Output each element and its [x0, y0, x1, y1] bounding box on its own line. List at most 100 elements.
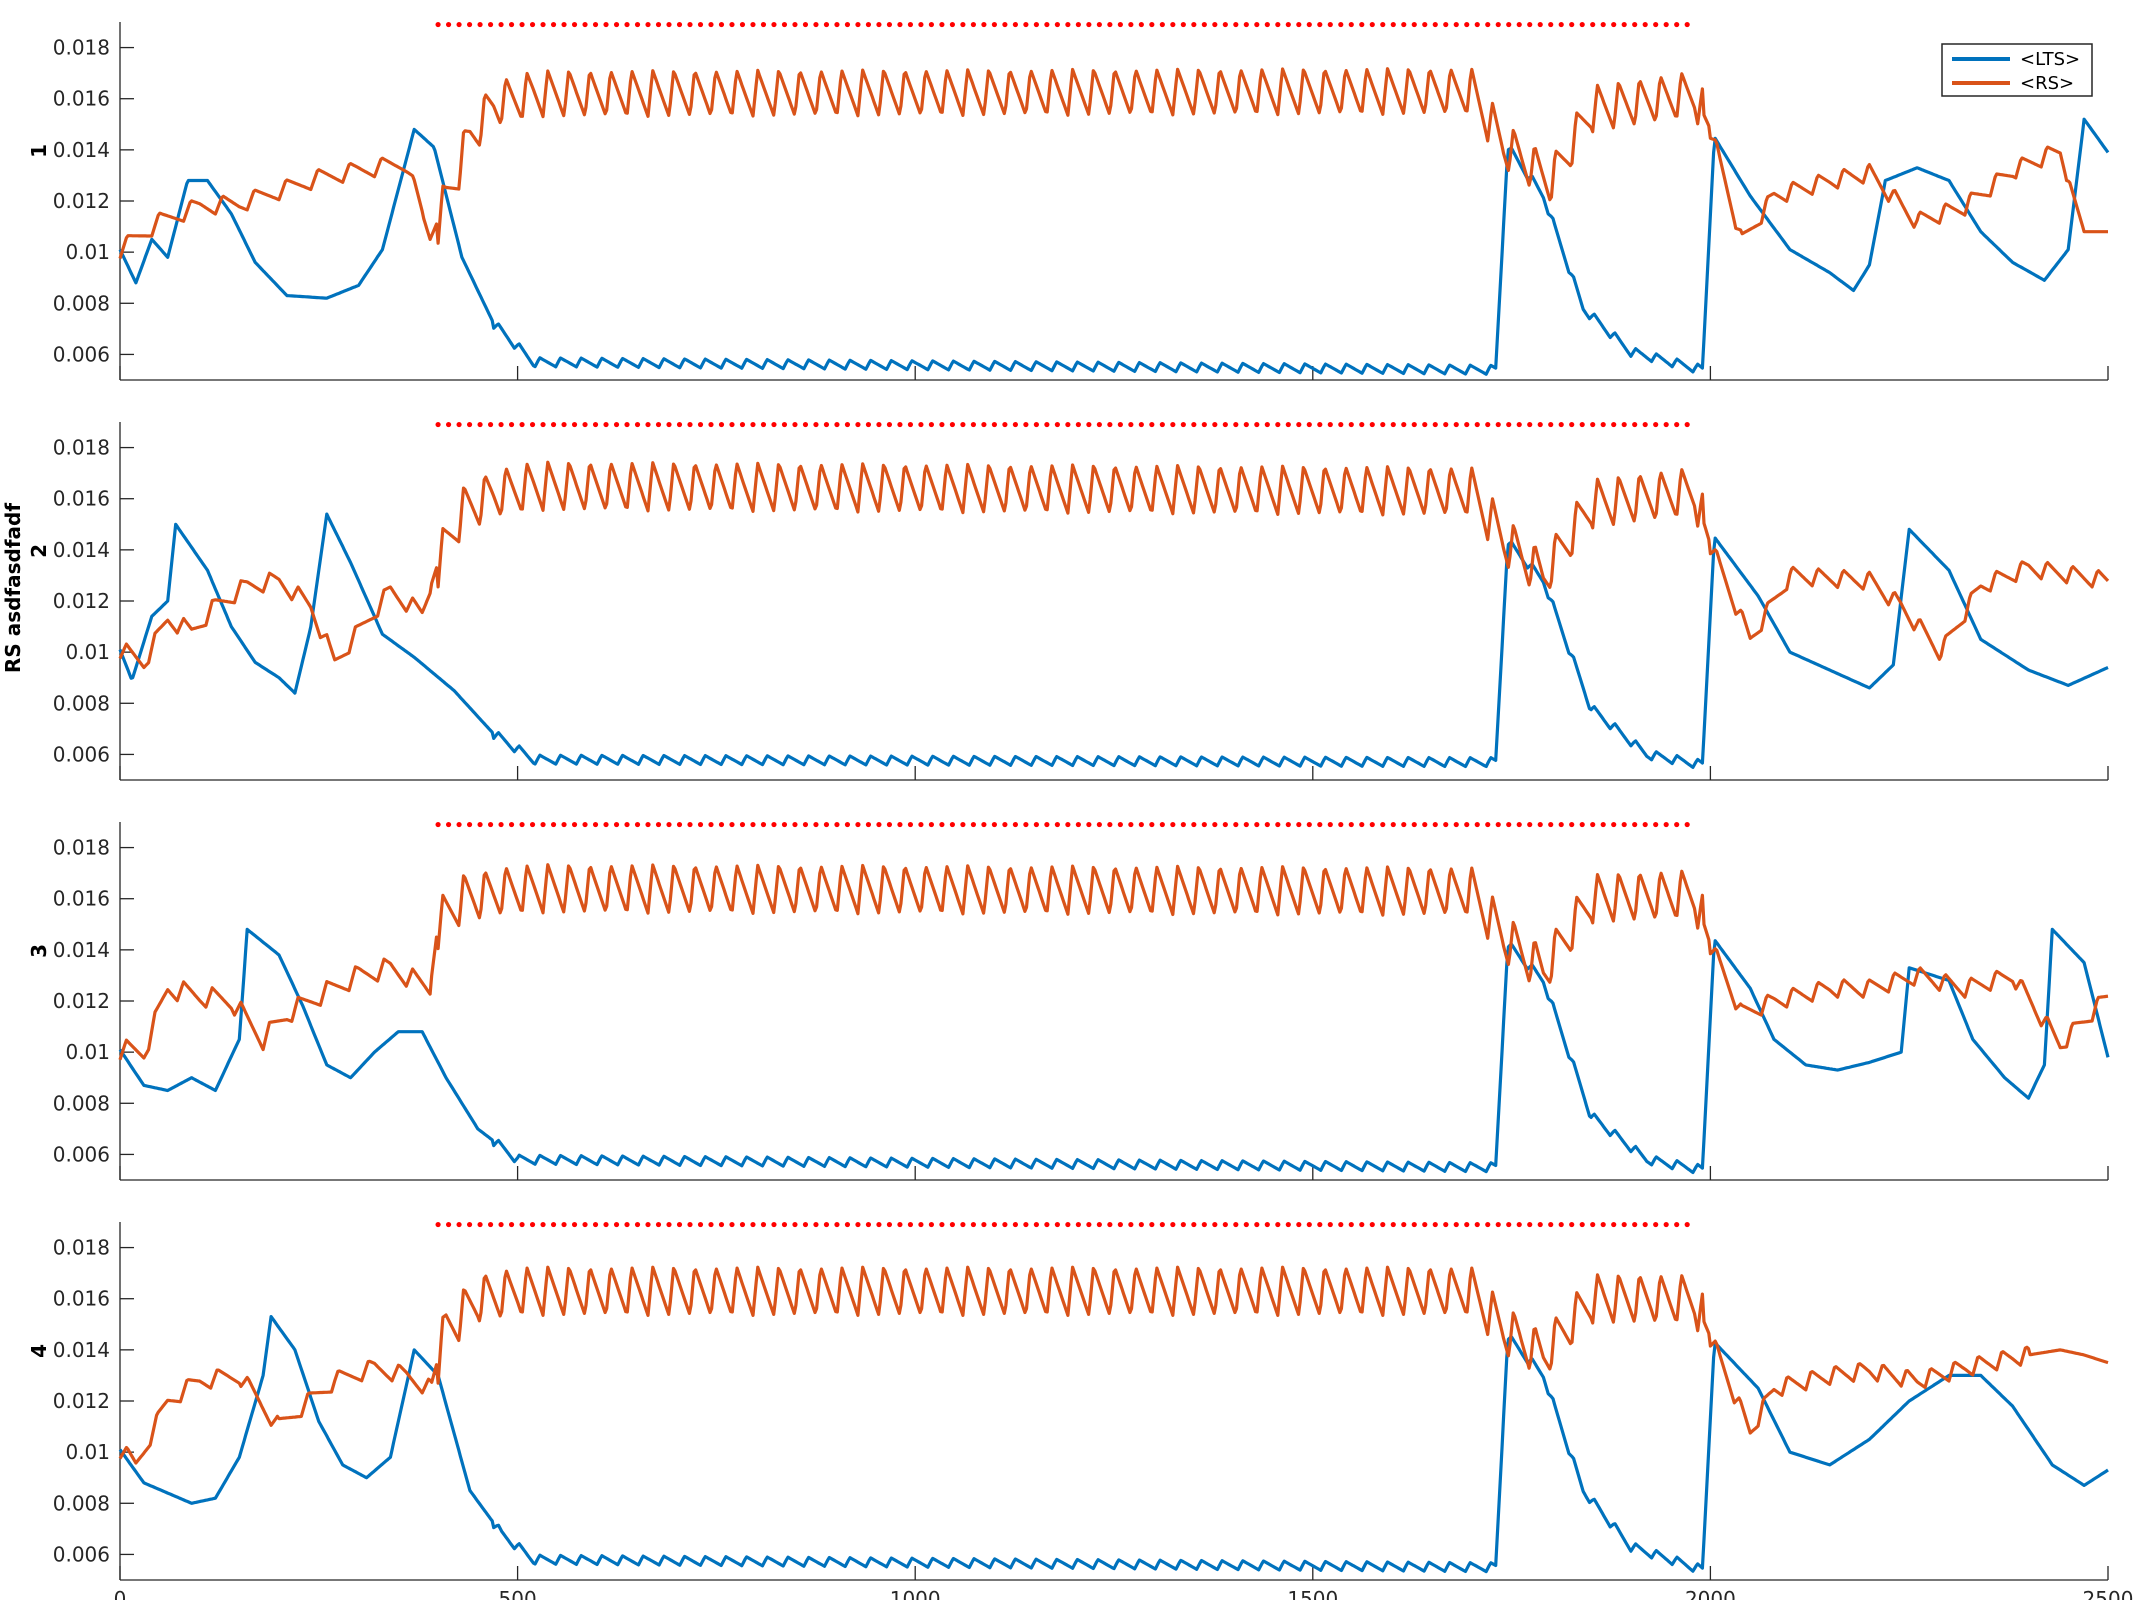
- stim-marker: [1275, 422, 1280, 427]
- stim-marker: [1527, 1222, 1532, 1227]
- stim-marker: [603, 422, 608, 427]
- stim-marker: [477, 1222, 482, 1227]
- stim-marker: [614, 1222, 619, 1227]
- stim-marker: [540, 822, 545, 827]
- stim-marker: [1601, 22, 1606, 27]
- stim-marker: [1412, 422, 1417, 427]
- stim-marker: [1265, 422, 1270, 427]
- stim-marker: [981, 422, 986, 427]
- stim-marker: [1139, 822, 1144, 827]
- stim-marker: [1212, 22, 1217, 27]
- stim-marker: [1464, 422, 1469, 427]
- stim-marker: [1023, 22, 1028, 27]
- panel-2: 0.006 0.008 0.01 0.012 0.014 0.016 0.018 2: [27, 422, 2108, 780]
- stim-marker: [1317, 1222, 1322, 1227]
- stim-marker: [1506, 22, 1511, 27]
- legend: <LTS> <RS>: [1942, 44, 2092, 96]
- stim-marker: [834, 422, 839, 427]
- stim-marker: [1118, 22, 1123, 27]
- stim-marker: [1065, 822, 1070, 827]
- stim-marker: [456, 1222, 461, 1227]
- stim-marker: [1296, 1222, 1301, 1227]
- stim-marker: [992, 822, 997, 827]
- stim-marker: [467, 822, 472, 827]
- stim-marker: [1338, 22, 1343, 27]
- stim-marker: [1527, 22, 1532, 27]
- stim-marker: [1086, 422, 1091, 427]
- stim-marker: [939, 1222, 944, 1227]
- stim-marker: [1202, 1222, 1207, 1227]
- stim-marker: [1349, 422, 1354, 427]
- stim-marker: [551, 422, 556, 427]
- stim-marker: [824, 22, 829, 27]
- panel-4: 0.0060.0080.010.0120.0140.0160.0180 500 10…: [27, 1222, 2133, 1600]
- stim-marker: [1328, 822, 1333, 827]
- stim-marker: [813, 422, 818, 427]
- stim-marker: [1076, 1222, 1081, 1227]
- stim-marker: [645, 1222, 650, 1227]
- stim-marker: [1517, 422, 1522, 427]
- stim-marker: [960, 22, 965, 27]
- stim-marker: [1454, 22, 1459, 27]
- stim-marker: [1223, 22, 1228, 27]
- stim-marker: [488, 822, 493, 827]
- stim-marker: [1580, 822, 1585, 827]
- stim-marker: [509, 1222, 514, 1227]
- stim-marker: [530, 1222, 535, 1227]
- stim-marker: [1580, 22, 1585, 27]
- stim-marker: [950, 1222, 955, 1227]
- stim-marker: [1160, 22, 1165, 27]
- panel-label: 1: [27, 144, 51, 158]
- y-axis-label: RS asdfasdfadf: [1, 503, 25, 673]
- stim-marker: [1023, 1222, 1028, 1227]
- stim-marker: [1149, 22, 1154, 27]
- stim-marker: [1611, 822, 1616, 827]
- y-tick-label: 0.006: [53, 1142, 110, 1166]
- stim-marker: [1338, 1222, 1343, 1227]
- stim-marker: [1632, 422, 1637, 427]
- stim-marker: [456, 422, 461, 427]
- stim-marker: [1664, 822, 1669, 827]
- stim-marker: [1632, 1222, 1637, 1227]
- y-tick-label: 0.018: [53, 836, 110, 860]
- stim-marker: [645, 422, 650, 427]
- stim-marker: [803, 1222, 808, 1227]
- y-tick-label: 0.018: [53, 436, 110, 460]
- stim-marker: [1013, 1222, 1018, 1227]
- stim-marker: [446, 22, 451, 27]
- stim-marker: [750, 422, 755, 427]
- stim-marker: [498, 822, 503, 827]
- series-rs: [120, 69, 2108, 259]
- series-lts: [120, 119, 2108, 374]
- stim-marker: [1580, 1222, 1585, 1227]
- stim-marker: [1128, 1222, 1133, 1227]
- stim-marker: [1160, 422, 1165, 427]
- y-tick-label: 0.014: [53, 1338, 110, 1362]
- stim-marker: [1202, 422, 1207, 427]
- stim-marker: [1370, 822, 1375, 827]
- stim-marker: [519, 422, 524, 427]
- panel-1: 0.006 0.008 0.01 0.012 0.014 0.016 0.018 1: [27, 22, 2108, 380]
- stim-marker: [824, 1222, 829, 1227]
- stim-marker: [1118, 822, 1123, 827]
- stim-marker: [1370, 1222, 1375, 1227]
- stim-marker: [488, 1222, 493, 1227]
- stim-marker: [1044, 822, 1049, 827]
- stim-marker: [1464, 1222, 1469, 1227]
- stim-marker: [477, 422, 482, 427]
- stim-marker: [1422, 1222, 1427, 1227]
- stim-marker: [1359, 422, 1364, 427]
- stim-marker: [1107, 1222, 1112, 1227]
- x-tick-label: 2500: [2083, 1587, 2133, 1600]
- stim-marker: [1160, 1222, 1165, 1227]
- stim-marker: [666, 822, 671, 827]
- stim-marker: [824, 822, 829, 827]
- stim-marker: [1685, 1222, 1690, 1227]
- stim-marker: [1359, 1222, 1364, 1227]
- stim-marker: [1664, 422, 1669, 427]
- stim-marker: [540, 422, 545, 427]
- stim-marker: [677, 22, 682, 27]
- stim-marker: [981, 1222, 986, 1227]
- stim-marker: [813, 822, 818, 827]
